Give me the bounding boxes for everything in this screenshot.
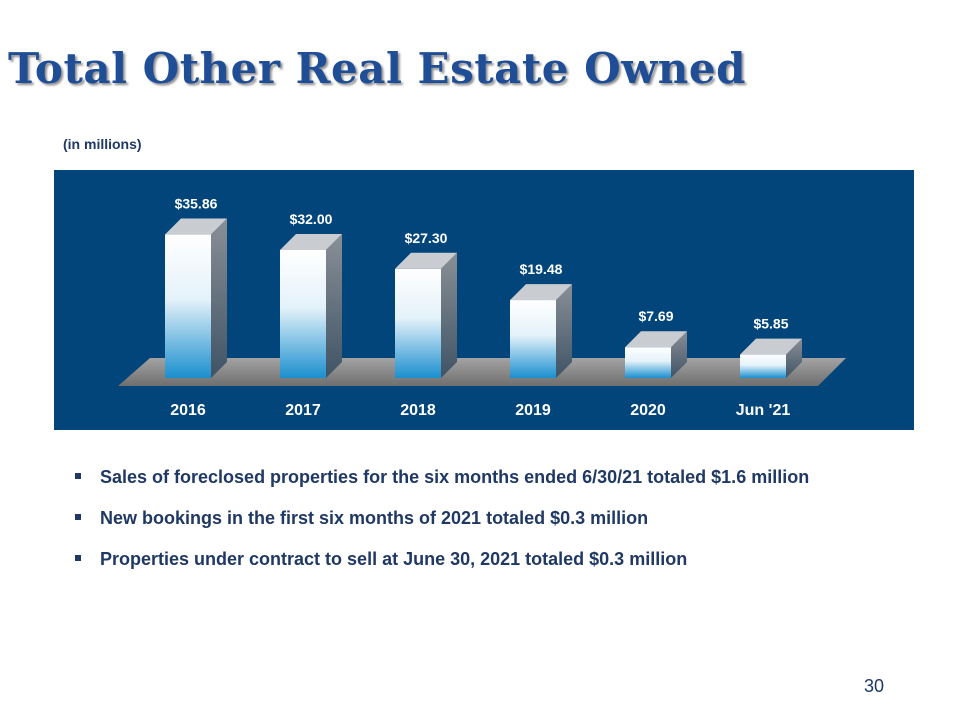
data-label: $5.85 xyxy=(753,316,788,332)
data-label: $35.86 xyxy=(175,196,218,212)
bar-side xyxy=(441,252,457,378)
bullet-list: Sales of foreclosed properties for the s… xyxy=(72,462,892,585)
category-label: 2018 xyxy=(400,402,436,419)
data-label: $7.69 xyxy=(638,308,673,324)
bullet-item-3: Properties under contract to sell at Jun… xyxy=(72,544,892,574)
bullet-item-1: Sales of foreclosed properties for the s… xyxy=(72,462,892,492)
category-label: 2020 xyxy=(630,402,666,419)
bar-top xyxy=(280,234,342,250)
data-label: $32.00 xyxy=(290,211,333,227)
category-label: 2019 xyxy=(515,402,551,419)
bar-side xyxy=(786,338,802,378)
data-label: $19.48 xyxy=(520,261,563,277)
bar-top xyxy=(740,338,802,355)
bar-front xyxy=(165,234,211,378)
bar-2017 xyxy=(280,234,342,378)
page-number: 30 xyxy=(864,676,885,696)
bar-top xyxy=(625,331,687,348)
bar-front xyxy=(280,250,326,378)
bullet-item-2: New bookings in the first six months of … xyxy=(72,503,892,533)
bar-2018 xyxy=(395,252,457,378)
page-title: Total Other Real Estate Owned xyxy=(8,44,746,93)
category-label: 2017 xyxy=(285,402,321,419)
chart-floor xyxy=(118,358,846,386)
bar-side xyxy=(556,284,572,378)
bar-front xyxy=(740,354,786,378)
units-note: (in millions) xyxy=(63,136,142,152)
bar-chart: $35.86 $32.00 $27.30 $19.48 $7.69 $5.85 2016 2… xyxy=(54,170,914,430)
labels-layer: $35.86 $32.00 $27.30 $19.48 $7.69 $5.85 xyxy=(175,196,789,332)
bar-2019 xyxy=(510,284,572,378)
bar-front xyxy=(510,300,556,378)
bar-top xyxy=(165,218,227,235)
bar-chart-svg: $35.86$32.00$27.30$19.48$7.69 $5.85 2016 2… xyxy=(118,196,846,419)
category-label: Jun '21 xyxy=(736,402,791,419)
bar-side xyxy=(671,331,687,378)
bar-top xyxy=(395,252,457,269)
bar-side xyxy=(211,218,227,378)
data-label: $27.30 xyxy=(405,230,448,246)
bar-top xyxy=(510,284,572,301)
category-axis: 2016 2017 2018 2019 2020 Jun '21 xyxy=(170,402,790,419)
bar-jun-21 xyxy=(740,338,802,378)
bars-layer xyxy=(165,218,802,378)
category-label: 2016 xyxy=(170,402,206,419)
bar-2016 xyxy=(165,218,227,378)
bar-side xyxy=(326,234,342,378)
bar-front xyxy=(625,347,671,378)
bar-2020 xyxy=(625,331,687,378)
bar-front xyxy=(395,268,441,378)
